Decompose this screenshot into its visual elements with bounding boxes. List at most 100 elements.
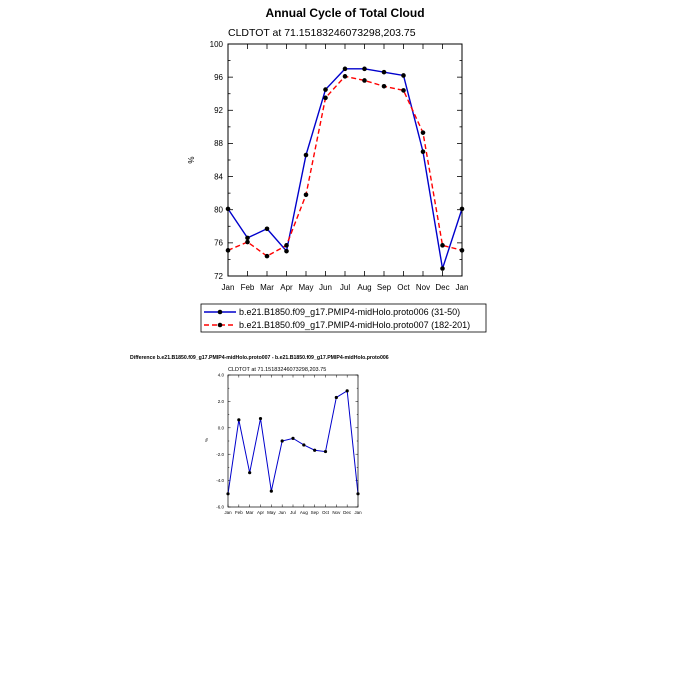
series-line-2 (227, 75, 463, 257)
data-point (381, 83, 387, 89)
data-point (248, 471, 252, 475)
data-point (401, 88, 406, 93)
difference-plot-frame (227, 374, 359, 508)
data-point (303, 192, 309, 198)
y-tick-label: 2.0 (218, 399, 225, 404)
data-point (245, 239, 250, 245)
x-tick-label: Dec (343, 510, 352, 515)
x-tick-label: Sep (377, 283, 392, 292)
legend-box (200, 303, 487, 333)
series-group (225, 66, 465, 271)
data-point (362, 66, 367, 72)
y-tick-labels: 72 76 80 84 88 92 96 100 (210, 40, 224, 281)
data-point (258, 416, 263, 421)
y-tick-label: 84 (214, 172, 223, 181)
y-tick-label: -2.0 (216, 452, 224, 457)
data-point (313, 448, 317, 452)
y-tick-label: 96 (214, 73, 223, 82)
plot-frame (227, 43, 463, 277)
legend-label-series-2: b.e21.B1850.f09_g17.PMIP4-midHolo.proto0… (239, 320, 470, 330)
data-point (280, 439, 284, 443)
data-point (237, 418, 241, 422)
x-tick-label: Mar (260, 283, 274, 292)
x-tick-label: Jun (319, 283, 332, 292)
x-tick-label: Oct (397, 283, 410, 292)
data-point (323, 87, 328, 92)
difference-subtitle: CLDTOT at 71.15183246073298,203.75 (228, 367, 326, 373)
data-point (291, 436, 295, 440)
y-tick-label: 4.0 (218, 373, 225, 378)
difference-y-axis-label: % (204, 438, 209, 442)
x-tick-label: Jun (279, 510, 287, 515)
x-tick-label: Jan (456, 283, 469, 292)
data-point (381, 69, 387, 75)
y-tick-label: 80 (214, 206, 223, 215)
data-point (342, 66, 348, 72)
data-point (401, 73, 406, 78)
x-tick-labels: Jan Feb Mar Apr May Jun Jul Aug Sep Oct Nov Dec Jan (222, 283, 469, 292)
series-line-1 (227, 68, 463, 269)
annual-cycle-chart: Annual Cycle of Total Cloud CLDTOT at 71… (187, 6, 487, 333)
difference-chart: Difference b.e21.B1850.f09_g17.PMIP4-mid… (130, 355, 389, 515)
x-tick-label: Nov (332, 510, 341, 515)
x-tick-label: Oct (322, 510, 330, 515)
x-tick-label: Jan (222, 283, 235, 292)
data-point (345, 389, 349, 393)
series-line-1 (227, 390, 359, 494)
data-point (284, 248, 289, 254)
data-point (302, 443, 306, 447)
x-tick-label: Aug (357, 283, 371, 292)
data-point (269, 489, 273, 493)
data-point (303, 152, 309, 158)
x-tick-label: Jul (290, 510, 296, 515)
chart-subtitle: CLDTOT at 71.15183246073298,203.75 (228, 27, 416, 39)
data-point (420, 149, 426, 155)
y-tick-label: 76 (214, 239, 223, 248)
difference-y-tick-labels: -6.0 -4.0 -2.0 0.0 2.0 4.0 (216, 373, 224, 510)
x-tick-label: Aug (300, 510, 309, 515)
y-tick-label: 72 (214, 272, 223, 281)
data-point (323, 95, 328, 101)
data-point (342, 74, 348, 79)
x-tick-label: Apr (257, 510, 265, 515)
difference-series-group (226, 389, 360, 496)
y-tick-label: 100 (210, 40, 224, 49)
x-tick-label: Mar (246, 510, 254, 515)
x-tick-label: Nov (416, 283, 430, 292)
y-tick-label: 88 (214, 139, 223, 148)
x-tick-label: May (298, 283, 313, 292)
data-point (362, 78, 367, 83)
x-tick-label: Jan (224, 510, 232, 515)
x-tick-label: Jul (340, 283, 350, 292)
y-axis-label: % (187, 156, 196, 163)
legend: b.e21.B1850.f09_g17.PMIP4-midHolo.proto0… (200, 303, 487, 333)
data-point (323, 449, 328, 454)
difference-title: Difference b.e21.B1850.f09_g17.PMIP4-mid… (130, 355, 389, 361)
legend-label-series-1: b.e21.B1850.f09_g17.PMIP4-midHolo.proto0… (239, 307, 460, 317)
axis-ticks (227, 43, 463, 277)
data-point (264, 253, 270, 259)
x-tick-label: Sep (311, 510, 320, 515)
data-point (440, 266, 445, 271)
data-point (420, 130, 426, 135)
x-tick-label: Feb (235, 510, 243, 515)
chart-title: Annual Cycle of Total Cloud (265, 6, 424, 20)
y-tick-label: -6.0 (216, 505, 224, 510)
y-tick-label: 92 (214, 106, 223, 115)
y-tick-label: -4.0 (216, 478, 224, 483)
data-point (264, 226, 270, 232)
difference-axis-ticks (227, 374, 359, 508)
legend-marker-series-2 (217, 322, 223, 328)
data-point (245, 235, 250, 241)
x-tick-label: May (267, 510, 276, 515)
x-tick-label: Dec (435, 283, 449, 292)
legend-marker-series-1 (217, 309, 223, 315)
x-tick-label: Apr (280, 283, 293, 292)
x-tick-label: Feb (241, 283, 255, 292)
difference-x-tick-labels: Jan Feb Mar Apr May Jun Jul Aug Sep Oct Nov Dec Jan (224, 510, 362, 515)
data-point (440, 243, 445, 248)
data-point (284, 243, 289, 248)
x-tick-label: Jan (354, 510, 362, 515)
y-tick-label: 0.0 (218, 425, 225, 430)
